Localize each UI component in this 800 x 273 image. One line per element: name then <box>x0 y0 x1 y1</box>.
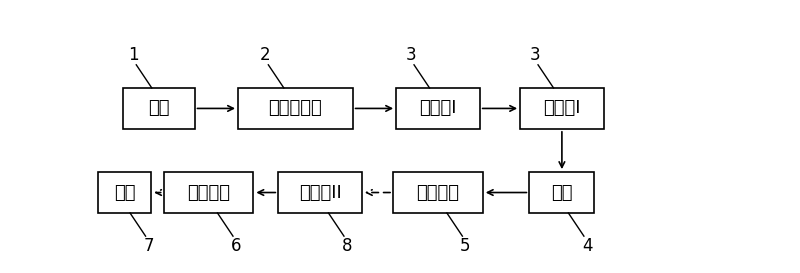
Text: 3: 3 <box>406 46 416 64</box>
Bar <box>520 88 604 129</box>
Text: 1: 1 <box>128 46 138 64</box>
Text: 充放电I: 充放电I <box>543 99 581 117</box>
Bar <box>530 172 594 213</box>
Text: 灌注稀硫酸: 灌注稀硫酸 <box>269 99 322 117</box>
Bar <box>396 88 480 129</box>
Text: 6: 6 <box>231 237 242 255</box>
Text: 装配: 装配 <box>148 99 170 117</box>
Text: 打包: 打包 <box>114 183 135 201</box>
Text: 充放电I: 充放电I <box>419 99 457 117</box>
Text: 2: 2 <box>260 46 270 64</box>
Text: 充放电II: 充放电II <box>298 183 342 201</box>
Bar <box>393 172 483 213</box>
Text: 4: 4 <box>582 237 592 255</box>
Bar <box>98 172 151 213</box>
Text: 7: 7 <box>143 237 154 255</box>
Text: 8: 8 <box>342 237 352 255</box>
Text: 灌注胶体: 灌注胶体 <box>417 183 459 201</box>
Bar <box>123 88 194 129</box>
Text: 3: 3 <box>530 46 540 64</box>
Bar <box>278 172 362 213</box>
Bar <box>163 172 254 213</box>
Text: 电池配组: 电池配组 <box>187 183 230 201</box>
Bar <box>238 88 353 129</box>
Text: 倒酸: 倒酸 <box>551 183 573 201</box>
Text: 5: 5 <box>460 237 470 255</box>
